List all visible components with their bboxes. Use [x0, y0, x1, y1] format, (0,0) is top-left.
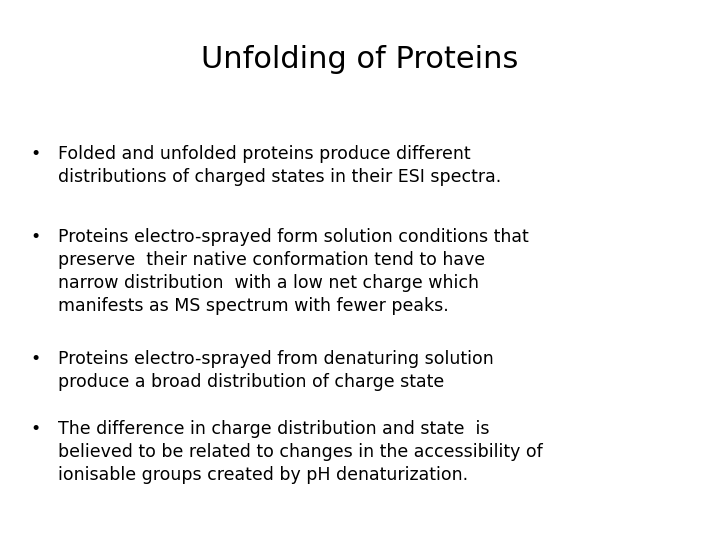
Text: •: • [30, 350, 40, 368]
Text: •: • [30, 145, 40, 163]
Text: Unfolding of Proteins: Unfolding of Proteins [202, 45, 518, 74]
Text: Folded and unfolded proteins produce different
distributions of charged states i: Folded and unfolded proteins produce dif… [58, 145, 501, 186]
Text: Proteins electro-sprayed form solution conditions that
preserve  their native co: Proteins electro-sprayed form solution c… [58, 228, 528, 315]
Text: •: • [30, 420, 40, 438]
Text: Proteins electro-sprayed from denaturing solution
produce a broad distribution o: Proteins electro-sprayed from denaturing… [58, 350, 494, 391]
Text: The difference in charge distribution and state  is
believed to be related to ch: The difference in charge distribution an… [58, 420, 543, 484]
Text: •: • [30, 228, 40, 246]
